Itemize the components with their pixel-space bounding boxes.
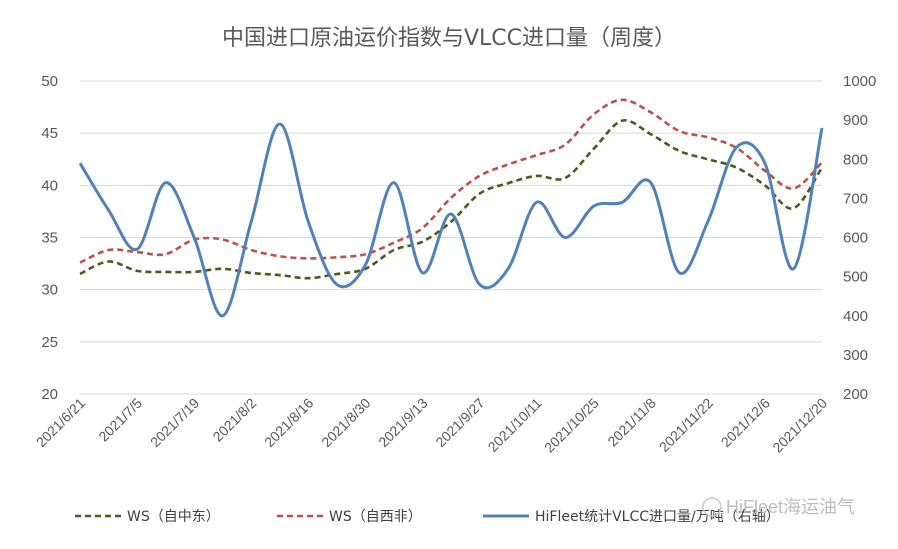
y-right-tick-label: 400 <box>843 308 868 325</box>
legend: WS（自中东） WS（自西非） HiFleet统计VLCC进口量/万吨（右轴） <box>75 509 780 525</box>
y-left-tick-label: 40 <box>41 177 58 194</box>
x-tick-label: 2021/10/11 <box>485 395 545 455</box>
y-left-tick-label: 35 <box>41 230 58 247</box>
wechat-icon <box>702 497 722 517</box>
y-left-tick-label: 30 <box>41 282 58 299</box>
x-tick-label: 2021/9/13 <box>375 395 431 451</box>
watermark-text: HiFleet海运油气 <box>726 497 855 517</box>
x-tick-label: 2021/8/2 <box>210 395 260 445</box>
x-tick-label: 2021/12/20 <box>769 395 830 456</box>
y-right-tick-label: 300 <box>843 347 868 364</box>
gridlines <box>80 80 822 395</box>
x-tick-label: 2021/8/16 <box>261 395 317 451</box>
y-axis-right: 200 300 400 500 600 700 800 900 1000 <box>843 73 876 403</box>
y-right-tick-label: 500 <box>843 269 868 286</box>
y-right-tick-label: 800 <box>843 151 868 168</box>
x-tick-label: 2021/8/30 <box>318 395 374 451</box>
chart-title: 中国进口原油运价指数与VLCC进口量（周度） <box>222 26 676 51</box>
y-left-tick-label: 25 <box>41 334 58 351</box>
series-line-1 <box>79 118 824 280</box>
series-group <box>78 98 824 318</box>
x-tick-label: 2021/9/27 <box>432 395 488 451</box>
y-left-tick-label: 50 <box>41 73 58 90</box>
watermark: HiFleet海运油气 <box>702 497 855 517</box>
x-tick-label: 2021/12/6 <box>718 395 774 451</box>
y-right-tick-label: 1000 <box>843 73 876 90</box>
legend-label: WS（自中东） <box>127 509 220 525</box>
y-right-tick-label: 200 <box>843 386 868 403</box>
y-left-tick-label: 45 <box>41 125 58 142</box>
legend-label: WS（自西非） <box>329 509 422 525</box>
x-tick-label: 2021/7/19 <box>147 395 203 451</box>
y-right-tick-label: 600 <box>843 230 868 247</box>
x-tick-label: 2021/11/8 <box>604 395 659 450</box>
x-tick-label: 2021/10/25 <box>541 395 602 456</box>
y-left-tick-label: 20 <box>41 386 58 403</box>
x-axis: 2021/6/21 2021/7/5 2021/7/19 2021/8/2 2021/8… <box>33 395 831 456</box>
x-tick-label: 2021/11/22 <box>656 395 716 455</box>
series-line-3 <box>78 122 824 318</box>
series-line-2 <box>79 98 823 264</box>
y-right-tick-label: 700 <box>843 190 868 207</box>
y-right-tick-label: 900 <box>843 112 868 129</box>
y-axis-left: 20 25 30 35 40 45 50 <box>41 73 58 403</box>
x-tick-label: 2021/7/5 <box>95 395 145 445</box>
